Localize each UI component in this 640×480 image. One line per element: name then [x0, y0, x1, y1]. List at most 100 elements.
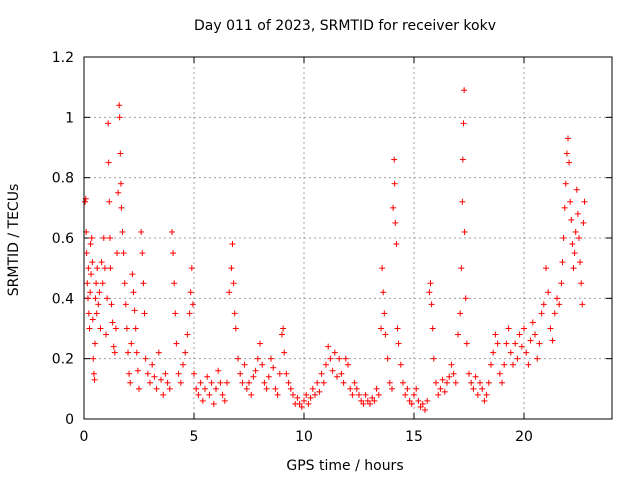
data-point	[160, 391, 167, 398]
data-point	[444, 379, 450, 386]
data-point	[180, 361, 186, 368]
data-point	[483, 391, 490, 398]
data-point	[462, 295, 469, 302]
data-point	[505, 325, 512, 332]
data-point	[323, 361, 329, 368]
data-point	[569, 241, 576, 248]
data-point	[562, 180, 569, 187]
data-point	[490, 349, 497, 356]
data-point	[349, 391, 356, 398]
data-point	[450, 370, 457, 377]
data-point	[549, 337, 556, 344]
data-point	[99, 280, 106, 287]
data-point	[285, 379, 292, 386]
data-point	[268, 355, 274, 362]
data-point	[563, 150, 570, 157]
data-point	[581, 198, 588, 205]
data-point	[199, 397, 206, 404]
data-point	[316, 388, 323, 395]
data-point	[364, 397, 371, 404]
data-point	[82, 198, 89, 205]
data-point	[186, 310, 193, 317]
data-point	[452, 379, 459, 386]
data-point	[213, 385, 219, 392]
data-point	[404, 385, 411, 392]
data-point	[422, 406, 428, 413]
data-point	[485, 379, 492, 386]
data-point	[576, 235, 582, 241]
data-point	[155, 349, 162, 356]
data-point	[572, 228, 579, 235]
data-point	[501, 361, 508, 368]
data-point	[235, 355, 241, 362]
data-point	[394, 325, 401, 332]
data-point	[580, 219, 587, 226]
data-point	[312, 391, 318, 398]
data-point	[492, 331, 499, 338]
tick-layer: 0 0.2 0.4 0.6 0.8 1 1.2 0 5 10 15 20	[52, 50, 612, 445]
data-point	[514, 355, 521, 362]
data-point	[96, 289, 103, 296]
data-point	[543, 265, 549, 272]
x-axis-label: GPS time / hours	[286, 458, 403, 474]
data-point	[206, 391, 213, 398]
data-point	[577, 259, 584, 266]
data-point	[281, 349, 288, 356]
data-point	[90, 355, 97, 362]
data-point	[516, 331, 523, 338]
data-point	[536, 340, 543, 347]
data-point	[435, 391, 442, 398]
data-point	[397, 361, 404, 368]
data-point	[459, 198, 466, 205]
data-point	[320, 379, 327, 386]
data-point	[437, 385, 444, 392]
data-point	[144, 370, 151, 377]
data-point	[158, 376, 164, 383]
data-point	[97, 325, 104, 332]
data-point	[93, 310, 100, 317]
data-point	[512, 340, 519, 347]
data-point	[338, 370, 345, 377]
data-point	[301, 397, 307, 404]
data-point	[270, 364, 277, 371]
data-point	[430, 355, 437, 362]
data-point	[202, 385, 208, 392]
data-point	[429, 325, 436, 332]
data-point	[507, 349, 514, 356]
data-point	[188, 265, 195, 272]
data-point	[87, 289, 94, 296]
data-point	[463, 340, 470, 347]
data-point	[259, 361, 266, 368]
y-tick-label: 0.4	[52, 291, 74, 307]
data-point	[573, 186, 580, 193]
data-point	[139, 250, 146, 257]
data-point	[381, 310, 388, 317]
data-point	[347, 385, 354, 392]
data-point	[561, 204, 568, 211]
data-point	[86, 325, 93, 332]
data-point	[224, 379, 230, 386]
data-point	[221, 397, 228, 404]
data-point	[579, 301, 586, 308]
data-point	[419, 400, 426, 407]
data-point	[84, 280, 91, 287]
data-point	[529, 319, 536, 326]
data-point	[373, 385, 380, 392]
data-point	[195, 391, 202, 398]
data-point	[305, 400, 312, 407]
data-point	[479, 385, 486, 392]
data-point	[340, 379, 347, 386]
data-point	[468, 379, 475, 386]
data-point	[336, 355, 343, 362]
data-point	[111, 349, 118, 356]
data-point	[132, 325, 139, 332]
data-point	[129, 271, 136, 278]
data-point	[126, 370, 133, 377]
data-point	[327, 355, 334, 362]
data-point	[105, 120, 112, 127]
data-point	[85, 265, 92, 272]
grid-layer	[84, 57, 612, 419]
data-point	[149, 361, 156, 368]
data-point	[415, 397, 422, 404]
data-point	[417, 403, 424, 410]
